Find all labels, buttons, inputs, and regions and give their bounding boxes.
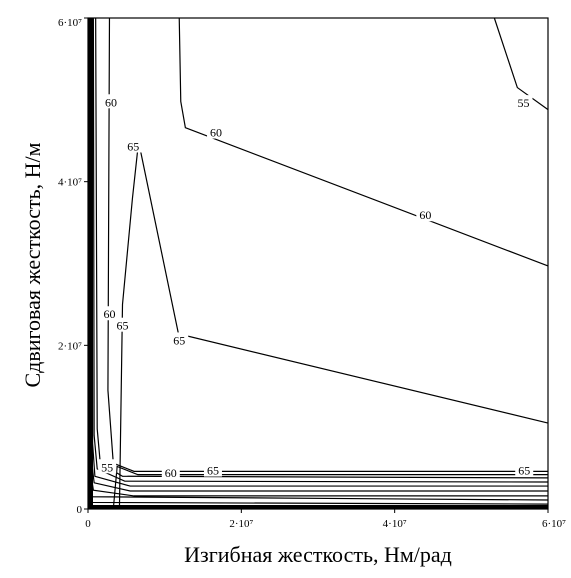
contour-label-65: 65 bbox=[117, 319, 129, 333]
x-axis-ticks: 0 2·10⁷ 4·10⁷ 6·10⁷ bbox=[85, 509, 566, 530]
x-tick-label: 4·10⁷ bbox=[383, 518, 407, 530]
contour-label-bg bbox=[515, 462, 534, 477]
contour-line-65-3 bbox=[118, 141, 549, 510]
contour-line-unlabeled-7 bbox=[91, 17, 548, 487]
contour-lines bbox=[88, 17, 549, 510]
contour-line-unlabeled-6 bbox=[92, 17, 549, 483]
contour-line-55-5 bbox=[95, 17, 549, 479]
contour-label-bg bbox=[124, 138, 143, 153]
contour-label-65: 65 bbox=[173, 333, 185, 347]
y-axis-ticks: 0 2·10⁷ 4·10⁷ 6·10⁷ bbox=[58, 17, 88, 516]
contour-label-bg bbox=[416, 207, 435, 222]
contour-line-60-1 bbox=[178, 17, 549, 267]
contour-label-60: 60 bbox=[103, 307, 115, 321]
contour-line-unlabeled-10 bbox=[88, 17, 549, 501]
contour-line-unlabeled-12 bbox=[88, 17, 549, 508]
contour-line-unlabeled-9 bbox=[89, 17, 548, 497]
contour-label-60: 60 bbox=[165, 466, 177, 480]
y-axis-title: Сдвиговая жесткость, Н/м bbox=[20, 142, 45, 387]
contour-label-bg bbox=[170, 332, 189, 347]
x-tick-label: 0 bbox=[85, 518, 91, 530]
y-tick-label: 0 bbox=[77, 504, 83, 516]
contour-label-bg bbox=[98, 459, 117, 474]
contour-label-65: 65 bbox=[127, 139, 139, 153]
contour-label-bg bbox=[100, 306, 119, 321]
contour-label-bg bbox=[203, 462, 222, 477]
contour-line-60-2 bbox=[107, 17, 548, 472]
contour-label-bg bbox=[113, 317, 132, 332]
contour-label-bg bbox=[514, 95, 533, 110]
contour-label-60: 60 bbox=[210, 126, 222, 140]
plot-frame bbox=[87, 17, 549, 510]
contour-label-60: 60 bbox=[419, 208, 431, 222]
y-tick-label: 6·10⁷ bbox=[58, 17, 82, 29]
x-tick-label: 6·10⁷ bbox=[542, 518, 566, 530]
x-tick-label: 2·10⁷ bbox=[229, 518, 253, 530]
contour-label-bg bbox=[102, 94, 120, 109]
contour-label-bg bbox=[161, 464, 180, 479]
contour-line-unlabeled-11 bbox=[88, 17, 549, 505]
y-tick-label: 2·10⁷ bbox=[58, 340, 82, 352]
contour-label-65: 65 bbox=[518, 464, 530, 478]
contour-label-55: 55 bbox=[101, 460, 113, 474]
x-axis-title: Изгибная жесткость, Нм/рад bbox=[184, 542, 452, 567]
contour-line-55-0 bbox=[493, 17, 549, 111]
contour-label-55: 55 bbox=[517, 96, 529, 110]
y-tick-label: 4·10⁷ bbox=[58, 177, 82, 189]
contour-label-60: 60 bbox=[105, 95, 117, 109]
contour-line-unlabeled-8 bbox=[90, 17, 548, 492]
contour-label-bg bbox=[207, 124, 226, 139]
contour-label-65: 65 bbox=[207, 464, 219, 478]
